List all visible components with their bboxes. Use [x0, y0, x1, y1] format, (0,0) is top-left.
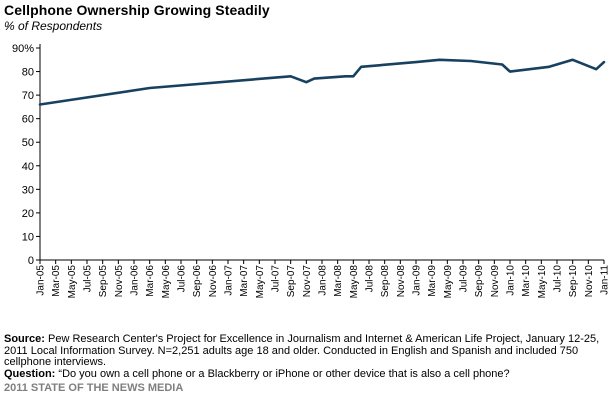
x-tick-label: Mar-06	[145, 265, 156, 297]
x-tick-label: Jul-08	[365, 265, 376, 293]
question-text: “Do you own a cell phone or a Blackberry…	[55, 367, 510, 380]
x-tick-label: May-06	[161, 265, 172, 299]
y-axis-ticks: 0 10 20 30 40 50 60 70 80 90%	[12, 43, 40, 267]
y-tick-label: 50	[22, 137, 34, 149]
x-tick-label: Sep-05	[98, 265, 109, 298]
x-tick-label: Sep-10	[568, 265, 579, 298]
x-tick-label: Sep-08	[380, 265, 391, 298]
y-tick-label: 30	[22, 184, 34, 196]
y-tick-label: 40	[22, 161, 34, 173]
data-point	[148, 87, 151, 89]
series-line	[38, 58, 606, 106]
data-point	[595, 68, 597, 70]
source-text: Pew Research Center's Project for Excell…	[4, 333, 600, 369]
x-tick-label: Jul-06	[177, 265, 188, 293]
x-tick-label: May-10	[537, 265, 548, 299]
x-tick-label: Jan-08	[318, 265, 329, 296]
x-tick-label: Mar-07	[239, 265, 250, 297]
source-note: Source: Pew Research Center's Project fo…	[4, 333, 612, 369]
chart-subtitle: % of Respondents	[4, 19, 103, 33]
chart-title: Cellphone Ownership Growing Steadily	[4, 2, 270, 18]
data-point	[415, 61, 417, 63]
x-tick-label: Mar-10	[521, 265, 532, 297]
data-point	[344, 75, 347, 78]
x-tick-label: Jul-07	[271, 265, 282, 293]
x-tick-label: Jul-05	[83, 265, 94, 293]
x-tick-label: Jan-06	[130, 265, 141, 296]
data-point	[470, 60, 472, 62]
x-tick-label: May-07	[255, 265, 266, 299]
source-label: Source:	[4, 333, 45, 345]
y-tick-label: 0	[28, 255, 34, 267]
x-tick-label: Mar-08	[333, 265, 344, 297]
x-tick-label: Mar-05	[51, 265, 62, 297]
y-tick-label: 80	[22, 67, 34, 79]
x-tick-label: Jul-10	[553, 265, 564, 293]
data-point	[603, 61, 605, 63]
y-tick-label: 20	[22, 208, 34, 220]
brand-credit: 2011 STATE OF THE NEWS MEDIA	[4, 382, 184, 394]
data-point	[438, 58, 441, 61]
data-point	[313, 77, 315, 80]
data-point	[501, 63, 503, 66]
x-tick-label: Jan-05	[36, 265, 47, 296]
x-tick-label: Nov-10	[584, 265, 595, 298]
data-point	[352, 75, 355, 78]
x-tick-label: Sep-09	[474, 265, 485, 298]
question-note: Question: “Do you own a cell phone or a …	[4, 367, 612, 381]
data-point	[509, 70, 511, 73]
x-tick-label: Nov-07	[302, 265, 313, 298]
x-tick-label: Mar-09	[427, 265, 438, 297]
data-point	[305, 81, 308, 83]
x-tick-label: Jan-10	[506, 265, 517, 296]
y-tick-label: 10	[22, 231, 34, 243]
x-axis-ticks: Jan-05 Mar-05 May-05 Jul-05 Sep-05 Nov-05 Jan-…	[36, 260, 611, 298]
x-tick-label: Jan-11	[600, 265, 611, 295]
x-tick-label: May-08	[349, 265, 360, 299]
chart-series	[38, 58, 606, 106]
data-point	[39, 103, 41, 106]
question-label: Question:	[4, 367, 56, 380]
x-tick-label: May-05	[67, 265, 78, 299]
data-point	[548, 66, 550, 68]
x-tick-label: Nov-08	[396, 265, 407, 298]
y-tick-label: 60	[22, 114, 34, 126]
chart-axes	[39, 44, 604, 261]
x-tick-label: Sep-07	[286, 265, 297, 298]
y-tick-label: 70	[22, 90, 34, 102]
x-tick-label: Sep-06	[192, 265, 203, 298]
x-tick-label: Jan-07	[224, 265, 235, 296]
chart-footer: Source: Pew Research Center's Project fo…	[4, 333, 612, 381]
x-tick-label: Nov-09	[490, 265, 501, 298]
data-point	[571, 58, 574, 61]
x-tick-label: Nov-05	[114, 265, 125, 298]
x-tick-label: May-09	[443, 265, 454, 299]
x-tick-label: Jul-09	[459, 265, 470, 293]
x-tick-label: Jan-09	[412, 265, 423, 296]
x-tick-label: Nov-06	[208, 265, 219, 298]
data-point	[360, 66, 362, 68]
data-point	[289, 75, 292, 78]
y-tick-label: 90%	[12, 43, 34, 55]
